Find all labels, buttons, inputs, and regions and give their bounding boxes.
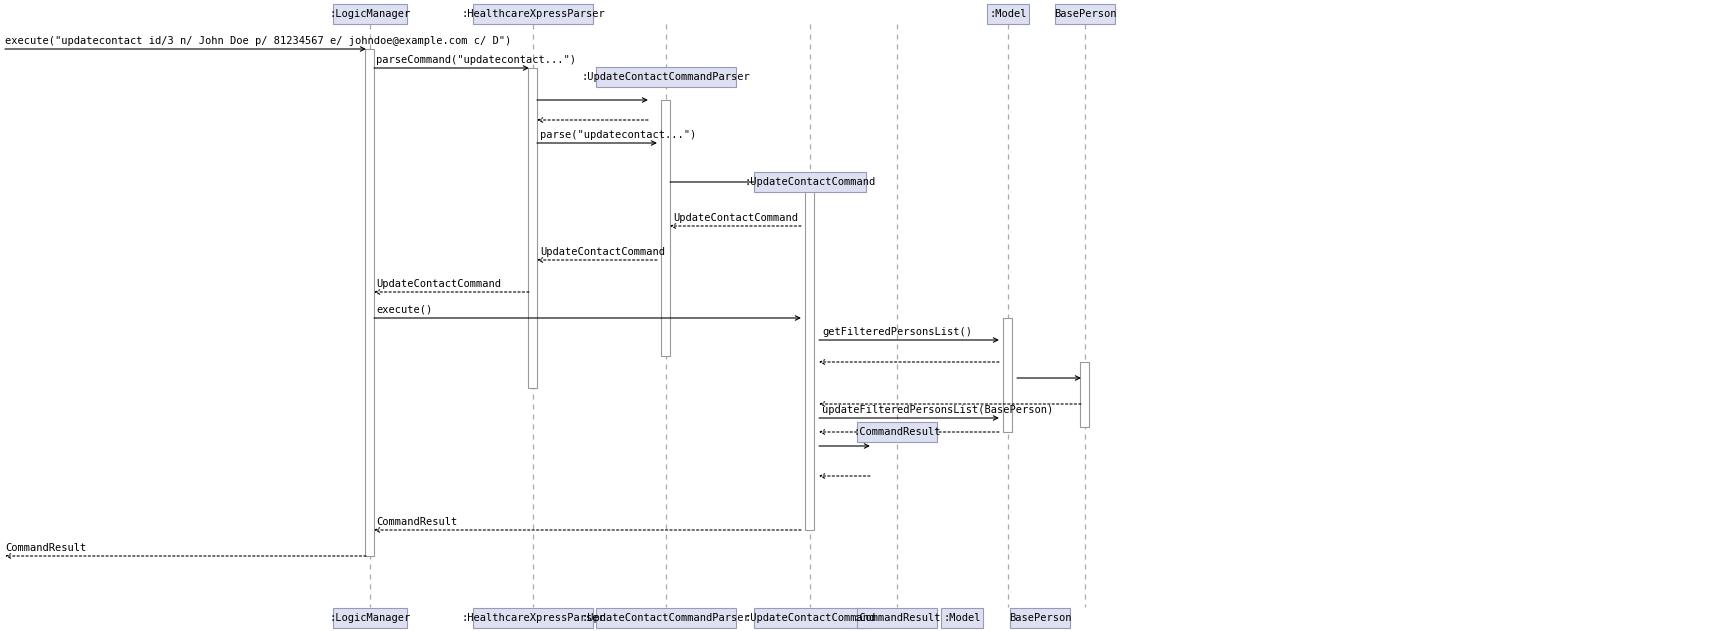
FancyBboxPatch shape bbox=[472, 608, 593, 628]
Bar bbox=[804, 182, 815, 530]
Text: :UpdateContactCommand: :UpdateContactCommand bbox=[744, 177, 875, 187]
FancyBboxPatch shape bbox=[856, 608, 936, 628]
Bar bbox=[1003, 318, 1012, 432]
Text: :CommandResult: :CommandResult bbox=[853, 613, 939, 623]
Text: BasePerson: BasePerson bbox=[1009, 613, 1071, 623]
FancyBboxPatch shape bbox=[754, 172, 865, 192]
FancyBboxPatch shape bbox=[595, 608, 735, 628]
Text: :Model: :Model bbox=[988, 9, 1026, 19]
Bar bbox=[661, 100, 670, 356]
Text: UpdateContactCommand: UpdateContactCommand bbox=[540, 247, 664, 257]
Text: getFilteredPersonsList(): getFilteredPersonsList() bbox=[822, 327, 972, 337]
FancyBboxPatch shape bbox=[856, 422, 936, 442]
FancyBboxPatch shape bbox=[332, 4, 407, 24]
Text: CommandResult: CommandResult bbox=[375, 517, 457, 527]
Text: parse("updatecontact..."): parse("updatecontact...") bbox=[540, 130, 695, 140]
Text: execute(): execute() bbox=[375, 305, 432, 315]
Text: :LogicManager: :LogicManager bbox=[329, 9, 410, 19]
Bar bbox=[365, 49, 374, 556]
Text: UpdateContactCommand: UpdateContactCommand bbox=[673, 213, 798, 223]
Text: updateFilteredPersonsList(BasePerson): updateFilteredPersonsList(BasePerson) bbox=[822, 405, 1052, 415]
Text: :UpdateContactCommand: :UpdateContactCommand bbox=[744, 613, 875, 623]
FancyBboxPatch shape bbox=[754, 608, 865, 628]
Text: :Model: :Model bbox=[943, 613, 981, 623]
FancyBboxPatch shape bbox=[1009, 608, 1069, 628]
FancyBboxPatch shape bbox=[941, 608, 983, 628]
FancyBboxPatch shape bbox=[472, 4, 593, 24]
Text: :HealthcareXpressParser: :HealthcareXpressParser bbox=[460, 613, 604, 623]
Text: CommandResult: CommandResult bbox=[5, 543, 86, 553]
Bar bbox=[528, 68, 538, 388]
Text: :UpdateContactCommandParser: :UpdateContactCommandParser bbox=[581, 72, 749, 82]
FancyBboxPatch shape bbox=[595, 67, 735, 87]
Text: :LogicManager: :LogicManager bbox=[329, 613, 410, 623]
FancyBboxPatch shape bbox=[986, 4, 1028, 24]
Text: :CommandResult: :CommandResult bbox=[853, 427, 939, 437]
FancyBboxPatch shape bbox=[1054, 4, 1114, 24]
Text: UpdateContactCommand: UpdateContactCommand bbox=[375, 279, 500, 289]
FancyBboxPatch shape bbox=[332, 608, 407, 628]
Text: :UpdateContactCommandParser: :UpdateContactCommandParser bbox=[581, 613, 749, 623]
Text: parseCommand("updatecontact..."): parseCommand("updatecontact...") bbox=[375, 55, 576, 65]
Text: :HealthcareXpressParser: :HealthcareXpressParser bbox=[460, 9, 604, 19]
Text: BasePerson: BasePerson bbox=[1054, 9, 1116, 19]
Text: execute("updatecontact id/3 n/ John Doe p/ 81234567 e/ johndoe@example.com c/ D": execute("updatecontact id/3 n/ John Doe … bbox=[5, 36, 510, 46]
Bar bbox=[1080, 362, 1088, 427]
